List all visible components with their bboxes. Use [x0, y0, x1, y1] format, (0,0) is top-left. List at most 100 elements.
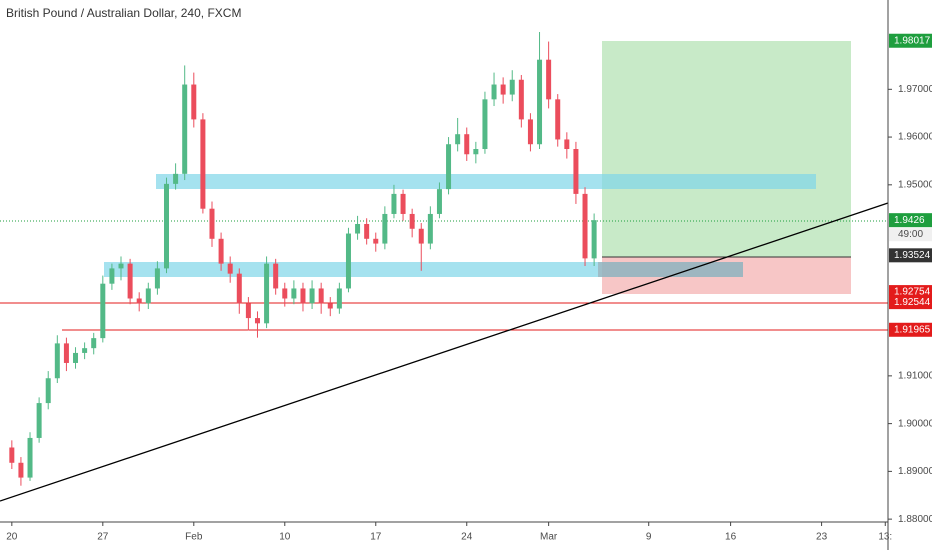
drawings — [0, 41, 888, 331]
axes: 1.88000 1.89000 1.90000 1.91000 1.95000 1.960… — [6, 33, 932, 543]
candle-body — [9, 447, 15, 463]
candle-body — [527, 119, 533, 145]
y-tick-label: 1.95000 — [898, 179, 932, 190]
candle-body — [309, 288, 315, 304]
candle-body — [18, 462, 24, 478]
candle-body — [245, 303, 251, 319]
candle-body — [145, 288, 151, 304]
candle-body — [45, 378, 51, 404]
candle-body — [36, 403, 42, 438]
x-tick-label: 13: — [878, 532, 892, 543]
y-tick-label: 1.91000 — [898, 370, 932, 381]
candle-body — [546, 59, 552, 100]
x-tick-label: 16 — [725, 532, 737, 543]
price-tag-label: 1.9426 — [894, 215, 925, 226]
candle-body — [482, 99, 488, 150]
x-tick-label: Mar — [540, 532, 558, 543]
price-tag — [889, 322, 932, 337]
y-tick-label: 1.88000 — [898, 514, 932, 525]
candle-body — [218, 238, 224, 264]
candle-body — [391, 193, 397, 214]
candle-body — [54, 343, 60, 379]
candle-body — [382, 213, 388, 244]
countdown-tag — [889, 228, 932, 242]
price-tag — [889, 33, 932, 48]
price-tag — [889, 295, 932, 310]
price-tag-label: 1.93524 — [894, 250, 931, 261]
x-tick-label: 24 — [461, 532, 473, 543]
candle-body — [118, 263, 124, 269]
candle-body — [345, 233, 351, 289]
candle-body — [300, 288, 306, 304]
trend-line — [0, 202, 889, 502]
candle-body — [264, 263, 270, 324]
resistance-zone — [156, 174, 816, 189]
price-tag-label: 1.92544 — [894, 297, 931, 308]
candle-body — [164, 183, 169, 269]
price-tag-label: 1.91965 — [894, 324, 931, 335]
candle-body — [27, 437, 33, 478]
candle-body — [446, 144, 452, 190]
y-tick-label: 1.89000 — [898, 466, 932, 477]
candle-body — [291, 288, 297, 299]
x-tick-label: 17 — [370, 532, 382, 543]
candle-body — [236, 273, 242, 304]
candle-body — [91, 338, 97, 349]
y-tick-label: 1.97000 — [898, 84, 932, 95]
candle-body — [573, 149, 579, 194]
candle-body — [436, 189, 442, 214]
x-tick-label: 20 — [6, 532, 18, 543]
candle-body — [364, 223, 370, 239]
candle-body — [273, 263, 279, 289]
x-tick-label: Feb — [185, 532, 203, 543]
candle-body — [409, 213, 415, 229]
candle-body — [427, 213, 433, 244]
candle-body — [464, 134, 470, 155]
candle-body — [63, 343, 69, 363]
price-tag-label: 1.98017 — [894, 35, 931, 46]
x-tick-label: 27 — [97, 532, 109, 543]
candle-body — [491, 84, 497, 100]
overlap-zone — [598, 262, 743, 277]
candle-body — [82, 348, 88, 353]
candle-body — [582, 193, 588, 259]
countdown-label: 49:00 — [898, 229, 923, 240]
candle-body — [418, 228, 424, 244]
candle-body — [182, 84, 188, 174]
candle-body — [500, 84, 506, 95]
candle-body — [509, 79, 515, 95]
candle-body — [227, 263, 233, 274]
candle-body — [455, 134, 461, 145]
candle-body — [327, 303, 333, 309]
price-tag — [889, 248, 932, 263]
candle-body — [200, 119, 206, 209]
candle-body — [136, 298, 142, 304]
candle-body — [209, 208, 215, 239]
candle-body — [591, 220, 597, 259]
candle-body — [537, 59, 543, 145]
candle-body — [173, 173, 179, 184]
candle-body — [73, 352, 79, 363]
candle-body — [127, 263, 133, 299]
candle-body — [191, 84, 197, 120]
candle-body — [336, 288, 342, 309]
candle-body — [555, 99, 561, 140]
price-tag — [889, 213, 932, 228]
y-tick-label: 1.96000 — [898, 132, 932, 143]
price-tag-label: 1.92754 — [894, 287, 931, 298]
candle-body — [254, 318, 260, 324]
candle-body — [282, 288, 288, 299]
x-tick-label: 10 — [279, 532, 291, 543]
x-tick-label: 23 — [816, 532, 828, 543]
candle-body — [100, 283, 106, 339]
candle-body — [518, 79, 524, 120]
candle-body — [355, 223, 361, 234]
candle-body — [109, 268, 115, 284]
target-zone — [602, 41, 851, 257]
candle-body — [154, 268, 160, 289]
candles — [9, 31, 597, 486]
x-tick-label: 9 — [646, 532, 652, 543]
candle-body — [400, 193, 406, 214]
